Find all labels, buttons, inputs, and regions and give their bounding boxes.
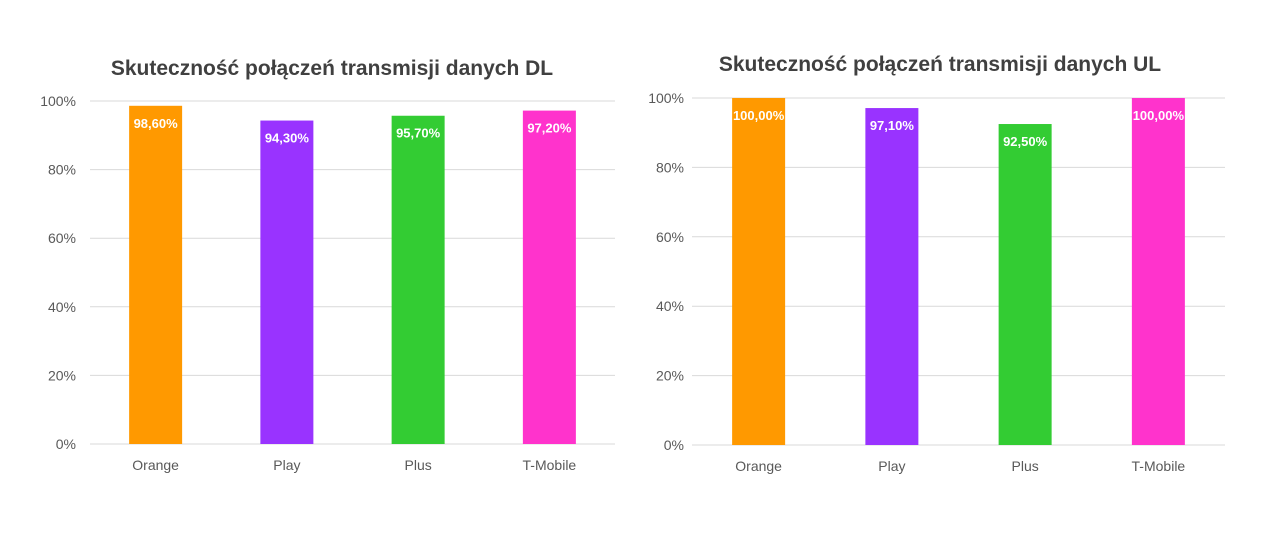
chart-ul-category-label: Play [878,458,905,474]
chart-dl-data-label: 94,30% [265,131,310,146]
chart-dl-data-label: 98,60% [134,116,179,131]
chart-ul-svg: Skuteczność połączeń transmisji danych U… [648,53,1225,474]
chart-ul-ytick-label: 20% [656,368,684,384]
chart-dl-data-label: 95,70% [396,126,441,141]
chart-dl-bar-play [260,120,314,445]
chart-dl-data-label: 97,20% [527,121,572,136]
chart-ul-category-label: T-Mobile [1132,458,1186,474]
chart-dl-ytick-label: 0% [56,436,76,452]
chart-ul-ytick-label: 100% [648,90,684,106]
chart-ul-data-label: 92,50% [1003,134,1048,149]
chart-ul-bar-t-mobile [1131,98,1185,445]
chart-dl-ytick-label: 100% [40,93,76,109]
chart-ul-category-label: Orange [735,458,782,474]
chart-ul-category-label: Plus [1012,458,1039,474]
chart-ul-data-label: 100,00% [733,108,785,123]
chart-ul-ytick-label: 60% [656,229,684,245]
chart-ul-ytick-label: 0% [664,437,684,453]
chart-dl-ytick-label: 40% [48,299,76,315]
chart-dl-bar-t-mobile [522,110,576,444]
chart-ul: Skuteczność połączeń transmisji danych U… [643,0,1286,543]
chart-ul-title: Skuteczność połączeń transmisji danych U… [719,53,1161,76]
chart-dl-svg: Skuteczność połączeń transmisji danych D… [40,57,615,473]
chart-dl-ytick-label: 60% [48,230,76,246]
chart-dl-title: Skuteczność połączeń transmisji danych D… [111,57,553,80]
chart-dl-ytick-label: 20% [48,367,76,383]
chart-ul-data-label: 100,00% [1133,108,1185,123]
chart-ul-bar-plus [998,124,1052,446]
chart-dl-category-label: T-Mobile [523,457,577,473]
chart-dl-category-label: Play [273,457,300,473]
chart-dl-category-label: Orange [132,457,179,473]
chart-ul-bar-orange [732,98,786,445]
chart-dl-ytick-label: 80% [48,162,76,178]
chart-dl-bar-plus [391,115,445,445]
chart-ul-bar-play [865,108,919,446]
chart-dl-bar-orange [129,105,183,444]
chart-dl: Skuteczność połączeń transmisji danych D… [40,57,615,473]
chart-dl-category-label: Plus [405,457,432,473]
chart-ul-data-label: 97,10% [870,118,915,133]
chart-ul-ytick-label: 80% [656,159,684,175]
chart-ul-ytick-label: 40% [656,298,684,314]
